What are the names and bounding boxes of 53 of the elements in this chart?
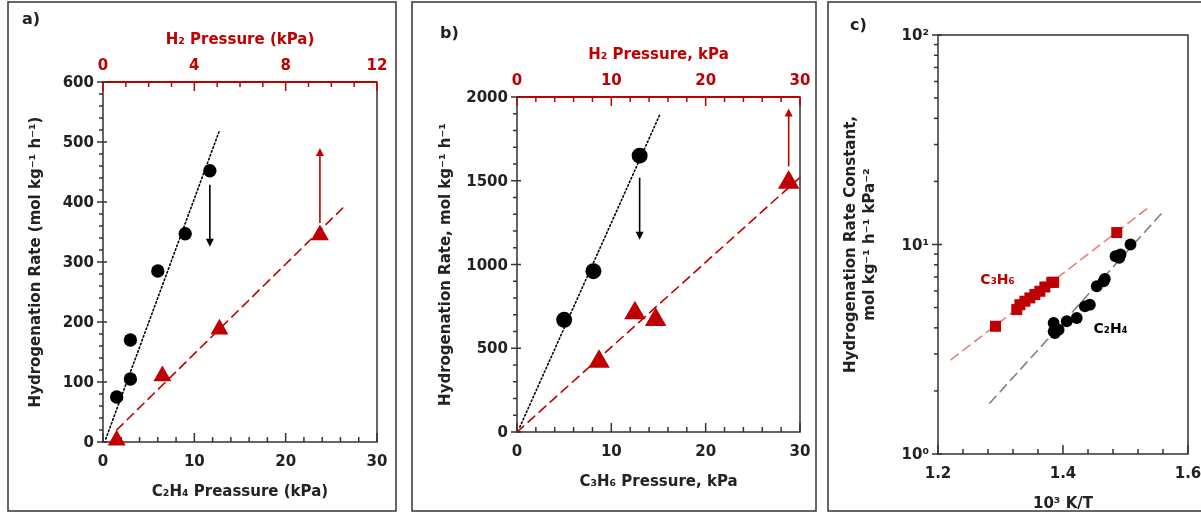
point [203, 164, 217, 178]
x2-axis-title: H₂ Pressure (kPa) [165, 30, 315, 48]
x-tick-label: 1.6 [1174, 464, 1201, 482]
point [990, 320, 1001, 332]
y-tick-label: 600 [62, 73, 94, 91]
x2-tick-label: 8 [280, 56, 291, 74]
point [151, 264, 165, 278]
chart-title: b) [440, 23, 459, 42]
y-tick-label: 200 [62, 313, 94, 331]
x-tick-label: 10 [183, 452, 205, 470]
y-tick-label: 10² [901, 26, 929, 44]
x-axis-title: C₂H₄ Preassure (kPa) [151, 482, 329, 500]
y-tick-label: 300 [62, 253, 94, 271]
series-label: C₂H₄ [1093, 320, 1128, 336]
x-tick-label: 1.2 [924, 464, 952, 482]
y-tick-label: 1500 [466, 171, 508, 190]
x2-tick-label: 12 [366, 56, 388, 74]
x-tick-label: 1.4 [1049, 464, 1077, 482]
x-tick-label: 30 [366, 452, 388, 470]
x-tick-label: 30 [789, 71, 811, 89]
chart-title: c) [850, 15, 867, 34]
y-tick-label: 400 [62, 193, 94, 211]
x-tick-label: 20 [275, 452, 297, 470]
y-tick-label: 500 [62, 133, 94, 151]
x-tick-label: 10 [600, 71, 622, 89]
y-tick-label: 10¹ [901, 235, 929, 254]
y-tick-label: 100 [62, 373, 94, 391]
y-axis-title: Hydrogenation Rate Constant, mol kg⁻¹ h⁻¹ kPa⁻² [841, 116, 878, 373]
x2-axis-title: H₂ Pressure, kPa [588, 45, 729, 63]
chart-title: a) [22, 9, 41, 28]
y-tick-label: 0 [83, 433, 94, 451]
x-tick-label: 0 [511, 71, 523, 89]
y-tick-label: 500 [476, 339, 508, 358]
y-tick-label: 0 [497, 423, 508, 441]
point [1070, 312, 1083, 324]
y-tick-label: 10⁰ [901, 445, 929, 463]
point [1124, 238, 1137, 251]
point [1111, 227, 1123, 239]
point [123, 333, 138, 347]
x2-tick-label: 4 [189, 56, 200, 74]
y-tick-label: 1000 [466, 255, 508, 274]
x-axis-title: 10³ K/T [1033, 494, 1094, 512]
x2-tick-label: 0 [97, 56, 109, 74]
point [556, 311, 573, 328]
point [110, 390, 124, 404]
y-axis-title: Hydrogenation Rate (mol kg⁻¹ h⁻¹) [26, 116, 44, 408]
x-tick-label: 0 [97, 452, 109, 470]
y-axis-title: Hydrogenation Rate, mol kg⁻¹ h⁻¹ [436, 123, 454, 406]
series-label: C₃H₆ [980, 271, 1015, 288]
x-tick-label: 20 [695, 71, 717, 89]
x-axis-title: C₃H₆ Pressure, kPa [579, 472, 738, 490]
y-tick-label: 2000 [466, 88, 508, 106]
point [1060, 315, 1073, 328]
